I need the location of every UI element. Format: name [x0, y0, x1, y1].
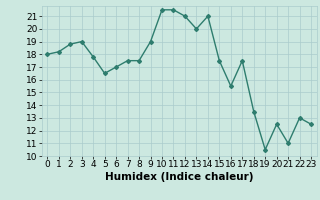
X-axis label: Humidex (Indice chaleur): Humidex (Indice chaleur) — [105, 172, 253, 182]
